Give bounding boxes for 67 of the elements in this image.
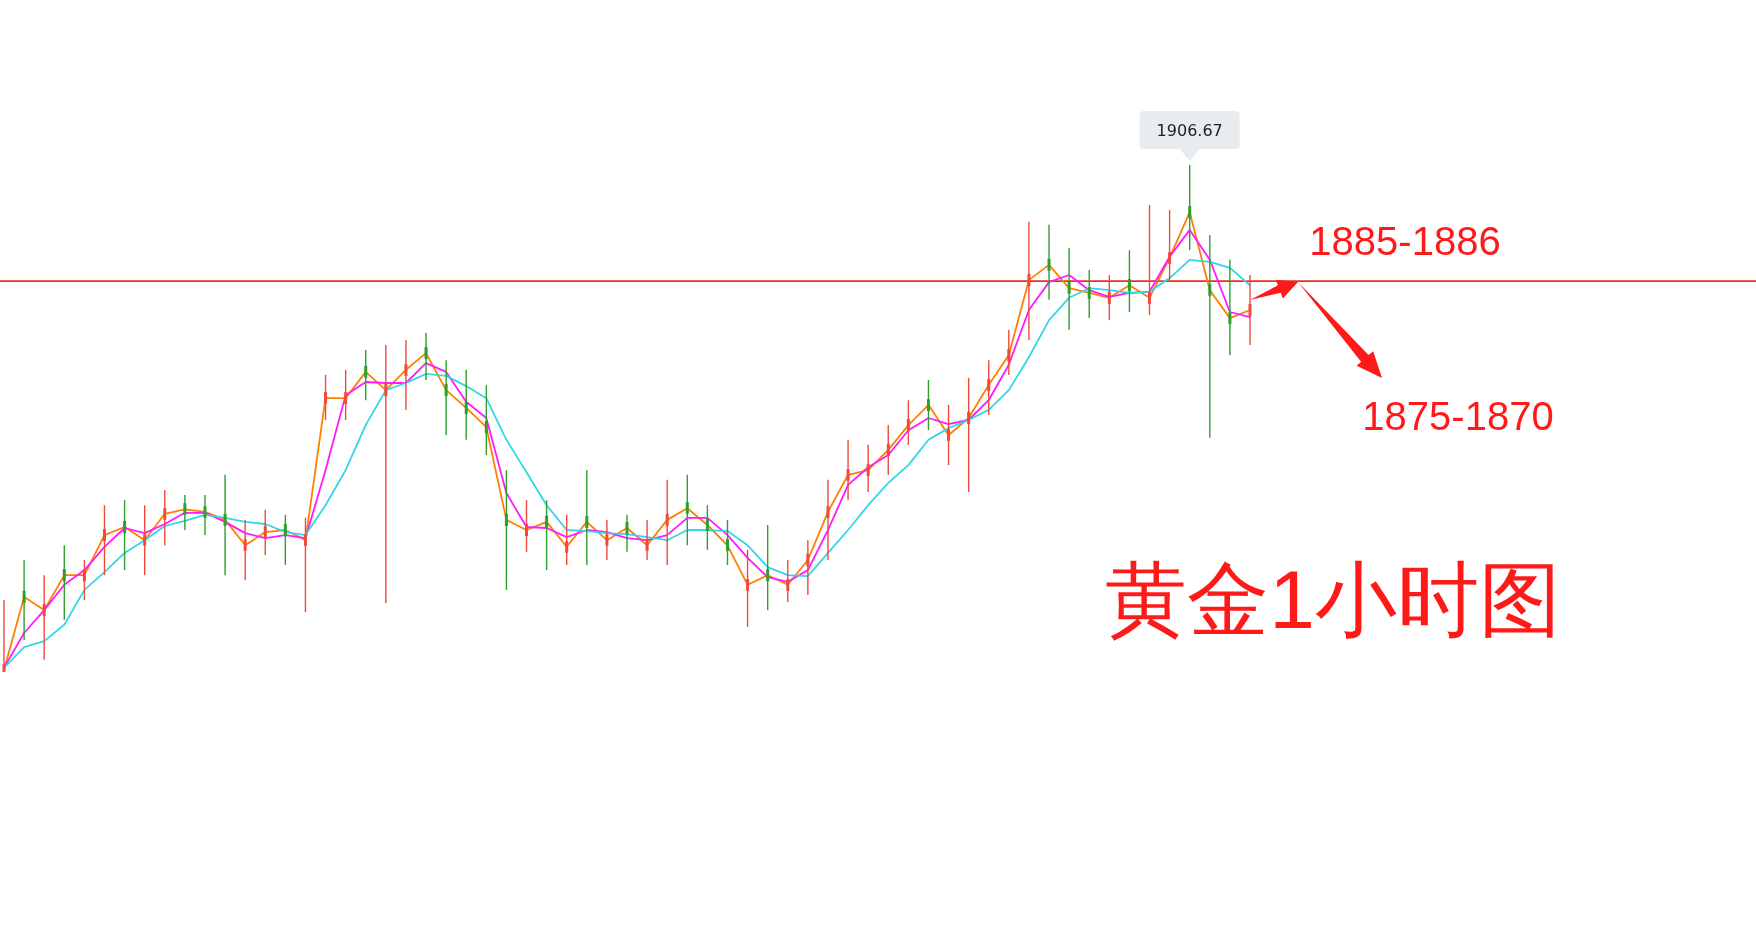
- candlestick: [283, 514, 287, 566]
- candlestick: [344, 369, 348, 421]
- candlestick: [1107, 274, 1111, 321]
- candlestick: [926, 379, 930, 431]
- candlestick: [1208, 234, 1212, 439]
- candlestick: [324, 374, 328, 421]
- candlestick: [123, 499, 127, 571]
- candlestick: [42, 574, 46, 661]
- candlestick: [2, 599, 6, 673]
- candlestick: [203, 494, 207, 536]
- text: 黄金1小时图: [1105, 554, 1561, 645]
- candlestick: [1148, 204, 1152, 316]
- candlestick: [665, 479, 669, 566]
- candlestick: [705, 504, 709, 551]
- candlestick: [685, 474, 689, 546]
- candlestick: [1228, 259, 1232, 356]
- candlestick: [645, 519, 649, 561]
- candlestick: [1087, 269, 1091, 319]
- candlestick: [1027, 221, 1031, 341]
- candlestick: [766, 524, 770, 611]
- candlestick: [143, 504, 147, 576]
- candlestick: [967, 377, 971, 493]
- candlestick: [746, 549, 750, 628]
- candlestick: [464, 369, 468, 441]
- candlestick: [1188, 164, 1192, 251]
- candlestick: [424, 332, 428, 381]
- candlestick: [826, 479, 830, 561]
- candlestick: [82, 559, 86, 601]
- candlestick: [1067, 247, 1071, 331]
- candlestick: [504, 469, 508, 591]
- candlestick: [384, 344, 388, 604]
- candlestick: [404, 339, 408, 411]
- candlestick: [223, 474, 227, 576]
- candlestick: [102, 504, 106, 576]
- candlestick: [846, 439, 850, 501]
- candlestick: [1248, 274, 1252, 346]
- candlestick: [565, 514, 569, 566]
- candlestick: [444, 359, 448, 436]
- candlestick: [947, 404, 951, 466]
- text: 1885-1886: [1309, 219, 1501, 263]
- candlestick: [1127, 249, 1131, 313]
- candlestick: [1168, 209, 1172, 283]
- candlestick: [263, 509, 267, 556]
- candlestick: [585, 469, 589, 566]
- candlestick: [484, 384, 488, 456]
- text: 1875-1870: [1362, 394, 1554, 438]
- candlestick: [525, 499, 529, 553]
- candlestick: [605, 519, 609, 561]
- candlestick: [163, 489, 167, 546]
- candlestick: [364, 349, 368, 401]
- candlestick: [183, 494, 187, 531]
- candlestick: [725, 519, 729, 566]
- candlestick: [806, 539, 810, 596]
- candlestick: [786, 559, 790, 603]
- candlestick: [866, 444, 870, 493]
- candlestick: [886, 424, 890, 476]
- candlestick: [303, 517, 307, 613]
- candlestick: [22, 559, 26, 641]
- candlestick: [1047, 224, 1051, 301]
- candlestick: [1007, 329, 1011, 376]
- annotation: 1906.67: [1156, 121, 1223, 140]
- candlestick: [62, 544, 66, 621]
- candlestick: [625, 514, 629, 553]
- candlestick: [545, 499, 549, 571]
- candlestick: [987, 359, 991, 416]
- candlestick: [906, 399, 910, 446]
- candlestick: [243, 519, 247, 581]
